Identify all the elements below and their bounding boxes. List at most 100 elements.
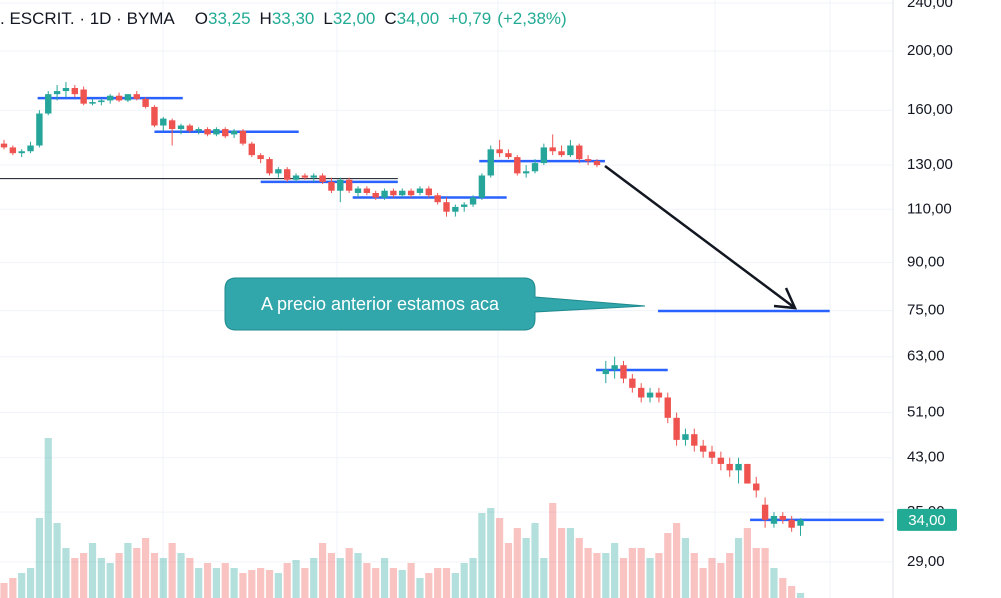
candle-body (168, 120, 176, 130)
volume-bar (575, 538, 583, 598)
candle-body (71, 88, 78, 95)
y-tick-label: 110,00 (907, 200, 952, 217)
candle-body (699, 445, 707, 452)
volume-bar (664, 533, 672, 598)
candle-body (531, 163, 539, 172)
volume-bar (71, 558, 79, 598)
volume-bar (150, 553, 159, 598)
volume-bar (451, 573, 459, 598)
price-axis-bg (893, 0, 1001, 598)
candle-body (98, 100, 105, 103)
volume-bar (796, 593, 805, 598)
price-axis: 240,00 200,00 160,00 130,00 110,00 90,00 75,00… (897, 0, 957, 570)
candle-body (328, 181, 335, 191)
candle-body (797, 519, 804, 526)
volume-bar (26, 568, 35, 598)
candle-body (142, 98, 149, 107)
candle-body (469, 197, 477, 205)
candle-body (478, 175, 486, 198)
volume-bar (699, 568, 707, 598)
candle-body (354, 188, 362, 193)
candle-body (717, 457, 725, 464)
volume-bar (18, 573, 26, 598)
last-price-label: 34,00 (908, 512, 946, 529)
volume-bar (566, 528, 574, 598)
volume-bar (310, 558, 318, 598)
volume-bar (487, 508, 495, 598)
volume-bar (283, 563, 291, 598)
volume-bar (62, 548, 70, 598)
candle-body (522, 171, 530, 174)
volume-bar (602, 553, 610, 598)
candle-body (708, 451, 716, 458)
candle-body (407, 190, 415, 196)
candle-body (744, 463, 751, 484)
candle-body (487, 149, 494, 176)
y-tick-label: 43,00 (907, 449, 945, 466)
y-tick-label: 130,00 (907, 156, 953, 173)
candle-body (160, 118, 167, 126)
candle-body (284, 169, 291, 180)
volume-bar (363, 563, 371, 598)
candle-body (425, 188, 432, 196)
volume-bar (0, 583, 8, 598)
close-label: C (384, 9, 397, 28)
change: +0,79 (448, 9, 492, 28)
candle-body (133, 94, 140, 99)
candle-body (89, 102, 96, 104)
candle-body (257, 155, 264, 160)
volume-bar (496, 518, 504, 598)
volume-bar (434, 568, 442, 598)
legend-header: . ESCRIT. · 1D · BYMA O 33,25 H 33,30 L 32,… (0, 9, 573, 29)
high-label: H (259, 9, 272, 28)
candle-body (602, 369, 609, 375)
candle-body (770, 515, 778, 524)
candle-body (213, 129, 220, 135)
callout: A precio anterior estamos aca (224, 277, 646, 331)
candle-body (363, 188, 371, 193)
open-value: 33,25 (207, 9, 251, 28)
candle-body (461, 204, 468, 207)
volume-bar (115, 553, 123, 598)
candle-body (753, 483, 760, 491)
volume-bar (345, 548, 353, 598)
candle-body (230, 130, 238, 135)
change-pct: (+2,38%) (497, 9, 567, 28)
y-tick-label: 160,00 (907, 101, 953, 118)
volume-bar (257, 568, 265, 598)
volume-bar (743, 528, 751, 598)
volume-bar (203, 563, 212, 598)
open-label: O (194, 9, 208, 28)
volume-bar (88, 543, 97, 598)
volume-bar (221, 563, 229, 598)
volume-bar (611, 543, 619, 598)
volume-bar (788, 586, 796, 598)
volume-bar (327, 553, 336, 598)
volume-bar (9, 578, 17, 598)
candle-body (195, 129, 202, 131)
volume-bar (673, 523, 681, 598)
volume-bar (425, 573, 433, 598)
candle-body (62, 88, 70, 92)
volume-bar (265, 570, 274, 598)
candle-body (115, 95, 123, 101)
volume-bar (416, 578, 424, 598)
y-tick-label: 90,00 (907, 253, 945, 270)
volume-bar (628, 548, 636, 598)
volume-bar (389, 568, 397, 598)
candle-body (399, 190, 406, 196)
volume-bar (407, 563, 415, 598)
close-value: 34,00 (396, 9, 440, 28)
candle-body (53, 91, 61, 95)
candle-body (779, 515, 786, 520)
candle-body (266, 159, 273, 174)
volume-bar (540, 558, 548, 598)
candle-body (222, 129, 229, 137)
volume-bar (372, 568, 380, 598)
candle-body (638, 387, 645, 398)
high-value: 33,30 (271, 9, 315, 28)
volume-bar (354, 553, 362, 598)
volume-bar (646, 558, 654, 598)
candle-body (682, 434, 689, 440)
